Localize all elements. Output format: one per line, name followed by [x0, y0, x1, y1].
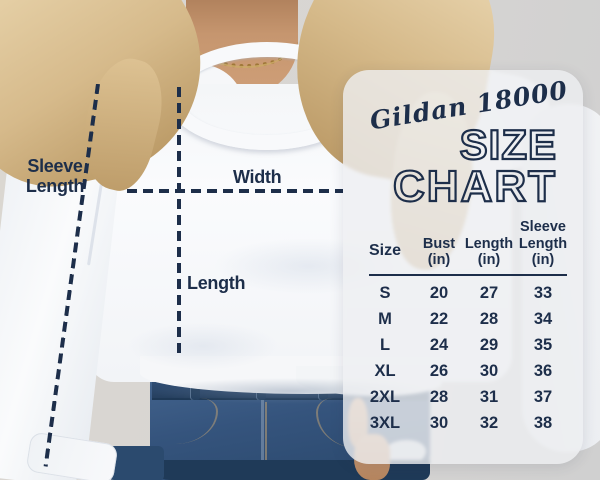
header-sleeve-line1: Sleeve	[520, 219, 566, 236]
fabric-fold-shadow	[128, 322, 278, 370]
size-row: L 24 29 35	[355, 332, 571, 358]
sleeve-length-cell: 34	[533, 309, 553, 328]
jeans-fly-seam	[261, 400, 264, 472]
length-cell: 31	[479, 387, 499, 406]
sleeve-length-cell: 38	[533, 413, 553, 432]
sweatshirt-left-cuff	[25, 431, 119, 480]
header-bust-line2: (in)	[427, 251, 451, 268]
header-bust: Bust (in)	[423, 236, 455, 268]
width-dashed-line	[127, 189, 343, 193]
length-label: Length	[187, 273, 246, 293]
length-dashed-line	[177, 87, 181, 353]
sleeve-length-cell: 37	[533, 387, 553, 406]
length-cell: 28	[479, 309, 499, 328]
bust-cell: 20	[429, 283, 449, 302]
length-cell: 32	[479, 413, 499, 432]
bust-cell: 24	[429, 335, 449, 354]
bust-cell: 30	[429, 413, 449, 432]
sleeve-length-cell: 36	[533, 361, 553, 380]
jeans-fly-stitch	[265, 402, 267, 470]
length-cell: 30	[479, 361, 499, 380]
size-row: M 22 28 34	[355, 306, 571, 332]
header-length: Length (in)	[465, 236, 513, 268]
sleeve-length-cell: 33	[533, 283, 553, 302]
size-chart-panel: Gildan 18000 SIZE CHART Size Bust (in) L…	[343, 70, 583, 464]
sleeve-length-label-line2: Length	[25, 176, 85, 197]
sleeve-length-label: Sleeve Length	[24, 156, 86, 196]
bust-cell: 28	[429, 387, 449, 406]
header-size: Size	[368, 242, 401, 260]
header-divider-rule	[369, 274, 567, 276]
width-label: Width	[233, 167, 282, 187]
size-table-header: Size Bust (in) Length (in) Sleeve Length…	[355, 212, 571, 268]
length-cell: 29	[479, 335, 499, 354]
size-cell: XL	[374, 361, 396, 380]
sleeve-length-label-line1: Sleeve	[27, 156, 83, 176]
size-row: S 20 27 33	[355, 280, 571, 306]
size-row: 2XL 28 31 37	[355, 384, 571, 410]
size-row: XL 26 30 36	[355, 358, 571, 384]
jeans-right-pocket	[316, 398, 374, 448]
size-cell: 2XL	[369, 387, 401, 406]
size-cell: 3XL	[369, 413, 401, 432]
size-table: Size Bust (in) Length (in) Sleeve Length…	[355, 212, 571, 436]
header-sleeve-line2: Length	[518, 235, 568, 252]
size-cell: M	[378, 309, 392, 328]
header-length-line1: Length	[464, 235, 514, 252]
header-length-line2: (in)	[477, 251, 501, 268]
bust-cell: 26	[429, 361, 449, 380]
header-sleeve-length: Sleeve Length (in)	[519, 219, 567, 268]
header-sleeve-line3: (in)	[531, 251, 555, 268]
size-cell: S	[379, 283, 391, 302]
size-row: 3XL 30 32 38	[355, 410, 571, 436]
sleeve-length-cell: 35	[533, 335, 553, 354]
header-bust-line1: Bust	[422, 235, 456, 252]
bust-cell: 22	[429, 309, 449, 328]
size-cell: L	[379, 335, 391, 354]
length-cell: 27	[479, 283, 499, 302]
size-outline-title: SIZE	[459, 121, 558, 168]
chart-outline-title: CHART	[392, 162, 557, 211]
